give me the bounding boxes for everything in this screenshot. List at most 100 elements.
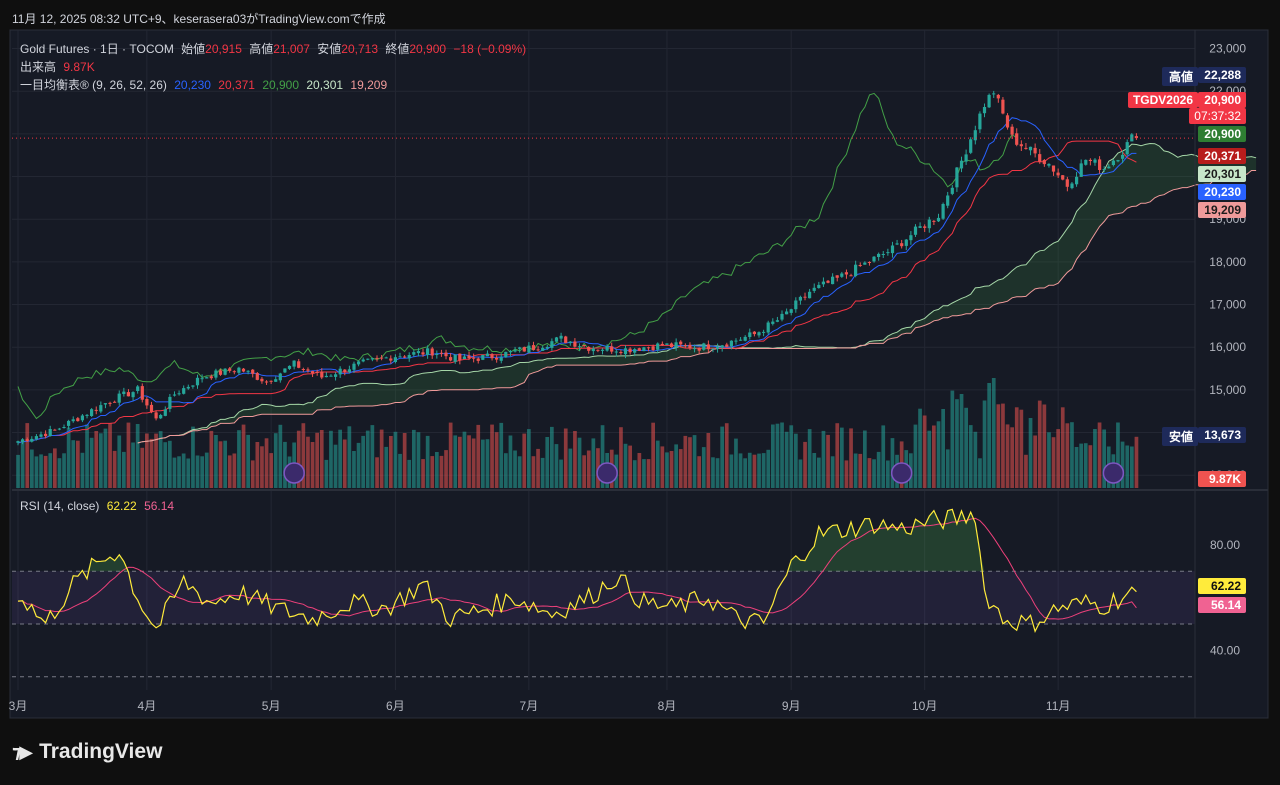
volume-bar [108,423,112,488]
price-tick-label: 15,000 [1209,383,1246,397]
candle-body [872,256,876,262]
candle-body [71,419,75,422]
volume-bar [973,431,978,488]
candle-body [21,439,25,443]
close-value: 20,900 [409,42,447,56]
rsi-value: 62.22 [106,499,137,513]
volume-bar [1060,407,1065,488]
candle-body [923,226,927,228]
candle-body [237,367,241,373]
tradingview-logo[interactable]: ⁊▶ TradingView [12,740,162,764]
volume-bar [1005,424,1010,488]
candle-body [545,346,549,349]
candle-body [398,356,402,358]
symbol-legend[interactable]: Gold Futures · 1日 · TOCOM 始値20,915 高値21,… [20,40,530,57]
volume-bar [260,446,264,488]
volume-bar [140,447,145,488]
candle-body [909,235,913,241]
month-tick-label: 10月 [912,699,937,713]
volume-bar [573,431,577,488]
candle-body [246,370,250,372]
volume-bar [540,457,545,488]
candle-body [140,386,144,400]
candle-body [472,357,476,359]
volume-bar [678,449,683,488]
low-value: 20,713 [341,42,378,56]
volume-bar [112,450,117,488]
volume-bar [821,430,826,488]
change-value: −18 (−0.09%) [453,42,527,56]
volume-bar [264,438,269,488]
candle-body [149,404,154,412]
candle-body [826,280,830,283]
ichimoku-conversion: 20,230 [174,78,211,92]
volume-bar [62,453,66,488]
volume-bar [135,424,140,488]
candle-body [301,369,305,370]
candle-body [384,357,388,359]
volume-bar [1088,445,1093,488]
volume-bar [39,454,43,488]
low-label: 安値 [317,42,342,56]
volume-bar [1065,423,1070,488]
symbol-name[interactable]: Gold Futures · 1日 · TOCOM [20,42,174,56]
candle-body [656,343,660,350]
ichimoku-span-b-line [137,170,1257,444]
volume-bar [393,431,398,488]
ichimoku-legend[interactable]: 一目均衡表® (9, 26, 52, 26) 20,230 20,371 20,… [20,76,391,93]
candle-body [117,393,121,403]
volume-tag: 9.87K [1198,471,1246,487]
volume-bar [462,431,467,488]
candle-body [274,379,278,382]
rsi-legend[interactable]: RSI (14, close) 62.22 56.14 [20,499,178,513]
candle-body [324,375,328,378]
volume-legend[interactable]: 出来高 9.87K [20,58,99,75]
volume-bar [646,459,651,488]
rsi-tag: 62.22 [1198,578,1246,594]
volume-bar [729,454,734,488]
ichimoku-lagging: 20,900 [262,78,300,92]
candle-body [840,273,844,277]
volume-bar [807,429,812,488]
volume-bar [623,443,628,488]
candle-body [743,336,747,341]
candle-body [693,348,697,350]
volume-bar [218,441,223,488]
volume-bar [527,429,531,488]
volume-bar [168,440,172,488]
event-marker-icon [1102,462,1125,484]
price-tick-label: 23,000 [1209,42,1246,56]
candle-body [177,393,181,395]
volume-bar [237,430,241,488]
candle-body [334,374,338,377]
volume-bar [692,435,697,488]
candle-body [1051,165,1056,172]
candle-body [633,349,637,353]
open-label: 始値 [181,42,206,56]
volume-bar [766,449,771,488]
volume-bar [278,424,283,488]
candle-body [1028,146,1033,151]
ichimoku-span-a-line [137,142,1257,444]
volume-bar [660,446,665,488]
candle-body [541,347,545,351]
candle-body [343,369,347,372]
volume-bar [57,458,62,488]
candle-body [812,287,816,291]
candle-body [1061,175,1065,180]
candle-body [76,418,80,422]
candle-body [1038,154,1042,162]
volume-bar [494,432,499,488]
candle-body [186,386,190,389]
volume-bar [273,433,278,488]
volume-bar [421,459,425,488]
candle-body [628,348,632,353]
volume-bar [1074,447,1079,488]
volume-bar [154,433,158,488]
conversion-line-tag: 20,230 [1198,184,1246,200]
candle-body [679,341,683,345]
candle-body [444,352,448,357]
candle-body [453,354,457,362]
last-price-tag: 20,900 [1198,92,1246,108]
